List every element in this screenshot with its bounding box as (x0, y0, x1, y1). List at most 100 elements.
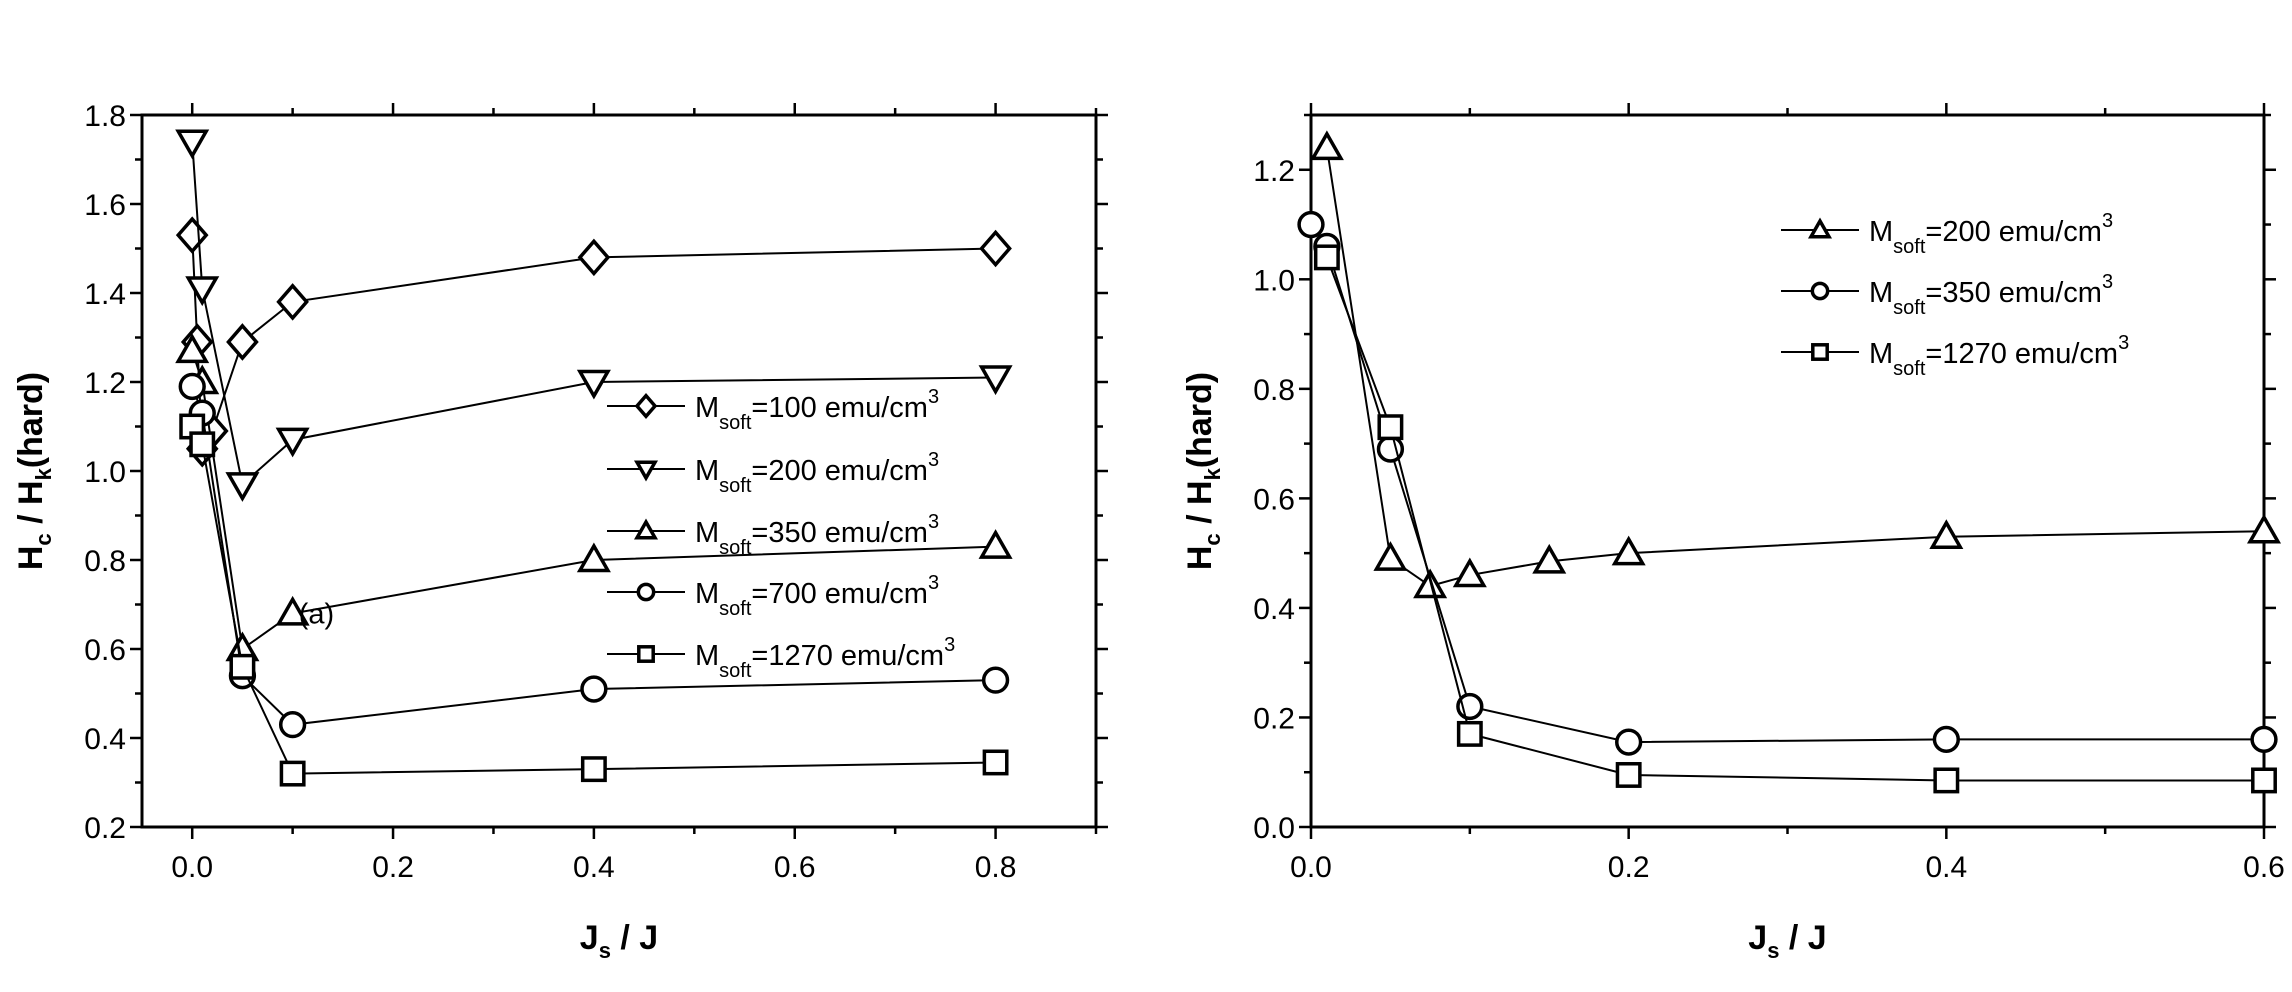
y-tick-label: 0.6 (84, 634, 126, 667)
y-tick-label: 1.2 (1253, 155, 1295, 188)
chart-panel-1: 0.0 0.2 0.4 0.6 0.8 0.2 0.4 0.6 0.8 1.0 1.2 1.4 1.6 1… (12, 100, 1108, 963)
data-point (1456, 720, 1483, 747)
x-axis-label: Js / J (1748, 919, 1826, 963)
data-point (275, 427, 310, 458)
data-point (229, 653, 256, 680)
data-point (982, 749, 1009, 776)
data-point (978, 365, 1013, 396)
plot-frame (1309, 113, 2266, 829)
legend-marker-triangle-up (633, 518, 659, 540)
x-tick-label: 0.2 (372, 851, 414, 884)
data-point (279, 760, 306, 787)
legend-entry: Msoft=1270 emu/cm3 (607, 634, 955, 682)
x-tick-label: 0.0 (1290, 851, 1332, 884)
data-point (1929, 519, 1964, 549)
legend-entry: Msoft=350 emu/cm3 (607, 511, 939, 559)
y-axis-label: Hc / Hk(hard) (1181, 372, 1225, 570)
x-tick-label: 0.0 (171, 851, 213, 884)
legend-label: Msoft=700 emu/cm3 (695, 572, 939, 620)
legend-label: Msoft=350 emu/cm3 (1869, 271, 2113, 319)
legend-label: Msoft=350 emu/cm3 (695, 511, 939, 559)
y-tick-label: 0.2 (1253, 702, 1295, 735)
data-point (981, 666, 1010, 694)
x-tick-label: 0.4 (573, 851, 615, 884)
data-point (1373, 541, 1408, 571)
legend-entry: Msoft=100 emu/cm3 (607, 386, 939, 434)
legend-label: Msoft=200 emu/cm3 (1869, 210, 2113, 258)
legend-entry: Msoft=200 emu/cm3 (1781, 210, 2113, 258)
x-axis-label: Js / J (580, 919, 658, 963)
series-line (1310, 223, 2264, 744)
legend-marker-square (637, 645, 655, 663)
data-point (1611, 535, 1646, 566)
x-tick-label: 0.2 (1608, 851, 1650, 884)
data-point (1297, 210, 1325, 239)
data-point (175, 216, 209, 254)
series-triangle-down (175, 129, 1013, 502)
legend-marker-triangle-up (1807, 217, 1833, 239)
data-point (178, 372, 206, 401)
panel-annotation: (a) (299, 598, 334, 630)
series-line (191, 141, 996, 487)
data-point (1309, 130, 1344, 161)
data-point (979, 229, 1012, 268)
data-point (576, 369, 611, 400)
data-point (175, 129, 210, 160)
series-square (179, 413, 1009, 787)
legend-marker-circle (636, 582, 656, 602)
data-point (189, 431, 216, 458)
legend-marker-square (1811, 343, 1829, 361)
data-point (1932, 725, 1960, 754)
y-axis-label: Hc / Hk(hard) (12, 372, 56, 570)
legend-label: Msoft=100 emu/cm3 (695, 386, 939, 434)
data-point (175, 333, 210, 364)
y-tick-label: 1.6 (84, 189, 126, 222)
data-point (226, 323, 259, 361)
data-point (275, 595, 310, 626)
series-square (1313, 244, 2277, 794)
data-point (580, 675, 608, 703)
y-tick-label: 1.0 (1253, 264, 1295, 297)
data-point (2246, 513, 2282, 544)
data-point (1313, 244, 1340, 271)
legend-entry: Msoft=350 emu/cm3 (1781, 271, 2113, 319)
y-tick-label: 0.4 (84, 723, 126, 756)
data-point (1615, 728, 1643, 756)
legend-label: Msoft=200 emu/cm3 (695, 449, 939, 497)
y-tick-label: 0.8 (1253, 374, 1295, 407)
data-point (978, 529, 1013, 559)
series-triangle-up (1309, 130, 2282, 599)
legend-marker-diamond (634, 392, 658, 420)
data-point (2251, 767, 2277, 794)
y-tick-label: 0.2 (84, 812, 126, 845)
data-point (1933, 767, 1960, 794)
x-tick-label: 0.4 (1925, 851, 1967, 884)
legend-label: Msoft=1270 emu/cm3 (695, 634, 955, 682)
data-point (577, 238, 611, 277)
legend-entry: Msoft=1270 emu/cm3 (1781, 332, 2129, 380)
y-tick-label: 1.4 (84, 278, 126, 311)
legend-entry: Msoft=200 emu/cm3 (607, 449, 939, 497)
data-point (2250, 725, 2278, 754)
x-tick-label: 0.6 (2243, 851, 2285, 884)
data-point (278, 711, 307, 739)
y-tick-label: 1.8 (84, 100, 126, 133)
data-point (1532, 543, 1567, 574)
data-point (225, 472, 260, 502)
legend-label: Msoft=1270 emu/cm3 (1869, 332, 2129, 380)
y-tick-label: 0.8 (84, 545, 126, 578)
data-point (276, 283, 309, 321)
series-line (1325, 257, 2264, 782)
y-tick-label: 1.2 (84, 367, 126, 400)
y-tick-label: 0.4 (1253, 593, 1295, 626)
y-tick-label: 0.6 (1253, 483, 1295, 516)
data-point (1615, 762, 1642, 788)
data-point (1377, 414, 1404, 441)
y-tick-label: 1.0 (84, 456, 126, 489)
data-point (1452, 557, 1487, 588)
data-point (580, 756, 607, 783)
data-point (576, 542, 611, 573)
legend-marker-circle (1810, 281, 1830, 301)
y-tick-label: 0.0 (1253, 812, 1295, 845)
